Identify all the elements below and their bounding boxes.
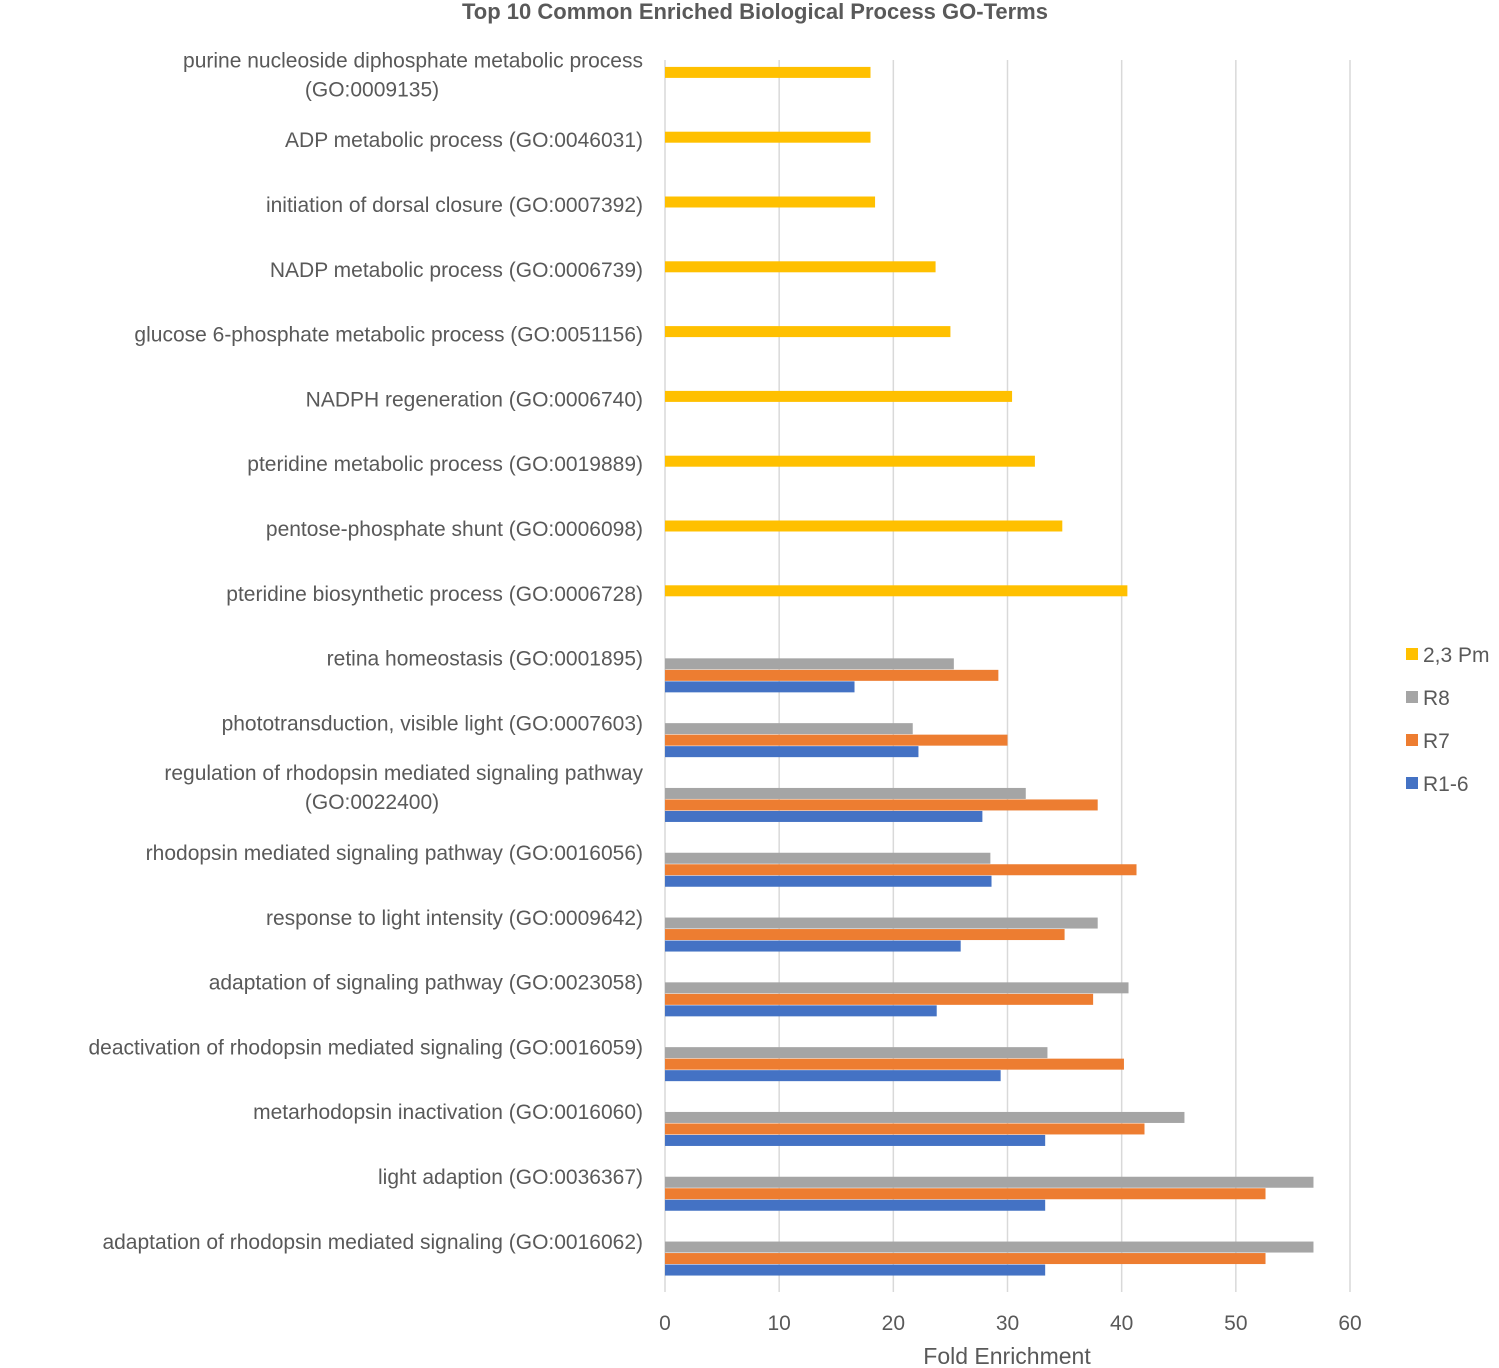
category-label: glucose 6-phosphate metabolic process (G… bbox=[134, 324, 643, 347]
legend: 2,3 Pm R8 R7 R1-6 bbox=[1406, 644, 1490, 796]
legend-label: R7 bbox=[1423, 730, 1450, 753]
bar-r1-6 bbox=[665, 940, 961, 952]
category-label: NADPH regeneration (GO:0006740) bbox=[306, 388, 643, 411]
bar-r8 bbox=[665, 982, 1129, 994]
bar-r8 bbox=[665, 1047, 1048, 1059]
category-label: adaptation of rhodopsin mediated signali… bbox=[102, 1231, 643, 1254]
bar-r1-6 bbox=[665, 1070, 1001, 1082]
category-label: pentose-phosphate shunt (GO:0006098) bbox=[266, 518, 643, 541]
bar-r8 bbox=[665, 658, 954, 670]
category-label: (GO:0022400) bbox=[305, 791, 439, 814]
bar-r1-6 bbox=[665, 875, 992, 887]
bar-2-3-pm bbox=[665, 585, 1128, 597]
bar-2-3-pm bbox=[665, 455, 1035, 467]
bar-r8 bbox=[665, 723, 913, 735]
bar-r8 bbox=[665, 1176, 1314, 1188]
category-label: (GO:0009135) bbox=[305, 78, 439, 101]
x-tick-label: 10 bbox=[767, 1312, 790, 1335]
category-label: metarhodopsin inactivation (GO:0016060) bbox=[253, 1101, 643, 1124]
category-label: regulation of rhodopsin mediated signali… bbox=[164, 762, 643, 785]
bar-r7 bbox=[665, 669, 999, 681]
category-labels: purine nucleoside diphosphate metabolic … bbox=[88, 49, 643, 1253]
bar-2-3-pm bbox=[665, 66, 871, 78]
x-tick-label: 60 bbox=[1338, 1312, 1361, 1335]
bar-r1-6 bbox=[665, 1005, 937, 1017]
x-tick-label: 40 bbox=[1110, 1312, 1133, 1335]
category-label: NADP metabolic process (GO:0006739) bbox=[270, 259, 643, 282]
bar-r8 bbox=[665, 852, 991, 864]
bar-r7 bbox=[665, 1253, 1266, 1265]
bar-2-3-pm bbox=[665, 326, 951, 338]
bar-2-3-pm bbox=[665, 390, 1013, 402]
bars bbox=[665, 66, 1314, 1276]
category-label: rhodopsin mediated signaling pathway (GO… bbox=[146, 842, 643, 865]
category-label: adaptation of signaling pathway (GO:0023… bbox=[209, 972, 643, 995]
legend-swatch bbox=[1406, 734, 1418, 746]
x-tick-label: 0 bbox=[659, 1312, 671, 1335]
x-axis-title: Fold Enrichment bbox=[923, 1343, 1091, 1368]
x-tick-label: 50 bbox=[1224, 1312, 1247, 1335]
legend-label: 2,3 Pm bbox=[1423, 644, 1490, 667]
category-label: response to light intensity (GO:0009642) bbox=[266, 907, 643, 930]
bar-r1-6 bbox=[665, 1264, 1046, 1276]
x-tick-label: 20 bbox=[882, 1312, 905, 1335]
bar-r1-6 bbox=[665, 1199, 1046, 1211]
bar-r7 bbox=[665, 734, 1008, 746]
bar-r8 bbox=[665, 1111, 1185, 1123]
legend-swatch bbox=[1406, 691, 1418, 703]
bar-2-3-pm bbox=[665, 196, 876, 208]
bar-r7 bbox=[665, 1058, 1124, 1070]
category-label: purine nucleoside diphosphate metabolic … bbox=[183, 49, 643, 72]
legend-swatch bbox=[1406, 648, 1418, 660]
x-tick-labels: 0 10 20 30 40 50 60 bbox=[659, 1312, 1362, 1335]
bar-r7 bbox=[665, 1123, 1145, 1135]
bar-r1-6 bbox=[665, 1134, 1046, 1146]
bar-r1-6 bbox=[665, 746, 919, 758]
category-label: phototransduction, visible light (GO:000… bbox=[222, 712, 643, 735]
bar-2-3-pm bbox=[665, 131, 871, 143]
legend-swatch bbox=[1406, 777, 1418, 789]
legend-label: R1-6 bbox=[1423, 773, 1469, 796]
bar-r7 bbox=[665, 799, 1098, 811]
bar-r1-6 bbox=[665, 810, 983, 822]
category-label: light adaption (GO:0036367) bbox=[378, 1166, 643, 1189]
bar-r8 bbox=[665, 787, 1026, 799]
category-label: ADP metabolic process (GO:0046031) bbox=[285, 129, 643, 152]
bar-r8 bbox=[665, 917, 1098, 929]
bar-2-3-pm bbox=[665, 261, 936, 273]
legend-label: R8 bbox=[1423, 687, 1450, 710]
bar-r8 bbox=[665, 1241, 1314, 1253]
bar-2-3-pm bbox=[665, 520, 1063, 532]
category-label: pteridine metabolic process (GO:0019889) bbox=[247, 453, 643, 476]
bar-r7 bbox=[665, 993, 1094, 1005]
category-label: retina homeostasis (GO:0001895) bbox=[327, 648, 643, 671]
category-label: deactivation of rhodopsin mediated signa… bbox=[88, 1036, 643, 1059]
category-label: pteridine biosynthetic process (GO:00067… bbox=[226, 583, 643, 606]
bar-r7 bbox=[665, 864, 1137, 876]
category-label: initiation of dorsal closure (GO:0007392… bbox=[266, 194, 643, 217]
bar-r7 bbox=[665, 929, 1065, 941]
bar-r7 bbox=[665, 1188, 1266, 1200]
x-tick-label: 30 bbox=[996, 1312, 1019, 1335]
chart-title: Top 10 Common Enriched Biological Proces… bbox=[462, 0, 1048, 24]
bar-r1-6 bbox=[665, 681, 855, 693]
